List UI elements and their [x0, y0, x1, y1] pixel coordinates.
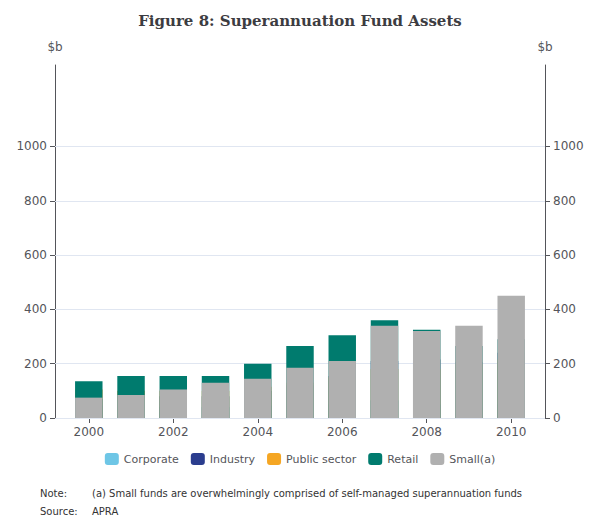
svg-text:APRA: APRA	[92, 506, 118, 517]
svg-text:600: 600	[553, 248, 576, 262]
svg-text:400: 400	[553, 302, 576, 316]
svg-text:(a) Small funds are overwhelmi: (a) Small funds are overwhelmingly compr…	[92, 488, 522, 499]
svg-text:Figure 8: Superannuation Fund: Figure 8: Superannuation Fund Assets	[138, 12, 462, 30]
svg-text:Industry: Industry	[210, 453, 256, 466]
svg-text:800: 800	[553, 194, 576, 208]
svg-text:2004: 2004	[242, 425, 273, 439]
svg-text:0: 0	[553, 411, 561, 425]
svg-text:Note:: Note:	[40, 488, 67, 499]
svg-text:Public sector: Public sector	[286, 453, 357, 466]
svg-text:2010: 2010	[496, 425, 527, 439]
svg-text:2006: 2006	[327, 425, 358, 439]
svg-text:800: 800	[24, 194, 47, 208]
svg-text:1000: 1000	[553, 139, 584, 153]
svg-text:200: 200	[553, 357, 576, 371]
svg-text:Small(a): Small(a)	[449, 453, 495, 466]
svg-text:200: 200	[24, 357, 47, 371]
svg-text:600: 600	[24, 248, 47, 262]
svg-text:400: 400	[24, 302, 47, 316]
svg-text:2000: 2000	[74, 425, 105, 439]
svg-text:Corporate: Corporate	[124, 453, 179, 466]
svg-text:0: 0	[39, 411, 47, 425]
svg-text:2008: 2008	[411, 425, 442, 439]
svg-text:Source:: Source:	[40, 506, 78, 517]
svg-text:$b: $b	[537, 40, 552, 54]
svg-text:2002: 2002	[158, 425, 189, 439]
svg-text:$b: $b	[47, 40, 62, 54]
svg-text:Retail: Retail	[387, 453, 418, 466]
svg-text:1000: 1000	[16, 139, 47, 153]
